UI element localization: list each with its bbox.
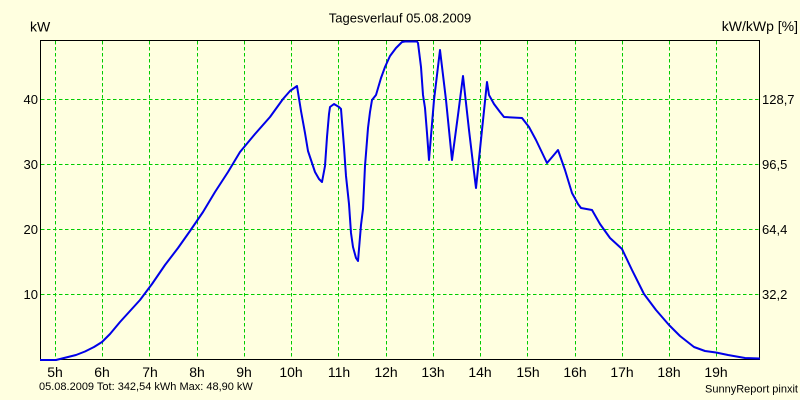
- svg-text:32,2: 32,2: [762, 287, 787, 302]
- svg-text:Tagesverlauf 05.08.2009: Tagesverlauf 05.08.2009: [329, 11, 471, 26]
- svg-text:14h: 14h: [468, 364, 491, 380]
- svg-text:13h: 13h: [421, 364, 444, 380]
- svg-text:kW/kWp [%]: kW/kWp [%]: [722, 18, 798, 34]
- svg-text:kW: kW: [30, 19, 51, 35]
- svg-text:05.08.2009 Tot: 342,54 kWh Max: 05.08.2009 Tot: 342,54 kWh Max: 48,90 kW: [39, 381, 253, 393]
- svg-text:18h: 18h: [657, 364, 680, 380]
- svg-text:SunnyReport pinxit: SunnyReport pinxit: [705, 384, 798, 396]
- svg-text:16h: 16h: [563, 364, 586, 380]
- svg-text:19h: 19h: [704, 364, 727, 380]
- svg-text:15h: 15h: [516, 364, 539, 380]
- svg-text:40: 40: [24, 92, 38, 107]
- svg-text:11h: 11h: [328, 364, 350, 380]
- svg-text:9h: 9h: [236, 364, 252, 380]
- svg-text:10: 10: [24, 287, 38, 302]
- svg-text:5h: 5h: [47, 364, 63, 380]
- svg-text:10h: 10h: [279, 364, 302, 380]
- svg-text:64,4: 64,4: [762, 222, 787, 237]
- svg-text:12h: 12h: [374, 364, 397, 380]
- svg-text:17h: 17h: [610, 364, 633, 380]
- svg-text:7h: 7h: [142, 364, 158, 380]
- svg-text:30: 30: [24, 157, 38, 172]
- svg-text:128,7: 128,7: [762, 92, 795, 107]
- svg-text:8h: 8h: [189, 364, 205, 380]
- svg-text:20: 20: [24, 222, 38, 237]
- svg-text:96,5: 96,5: [762, 157, 787, 172]
- svg-text:6h: 6h: [94, 364, 110, 380]
